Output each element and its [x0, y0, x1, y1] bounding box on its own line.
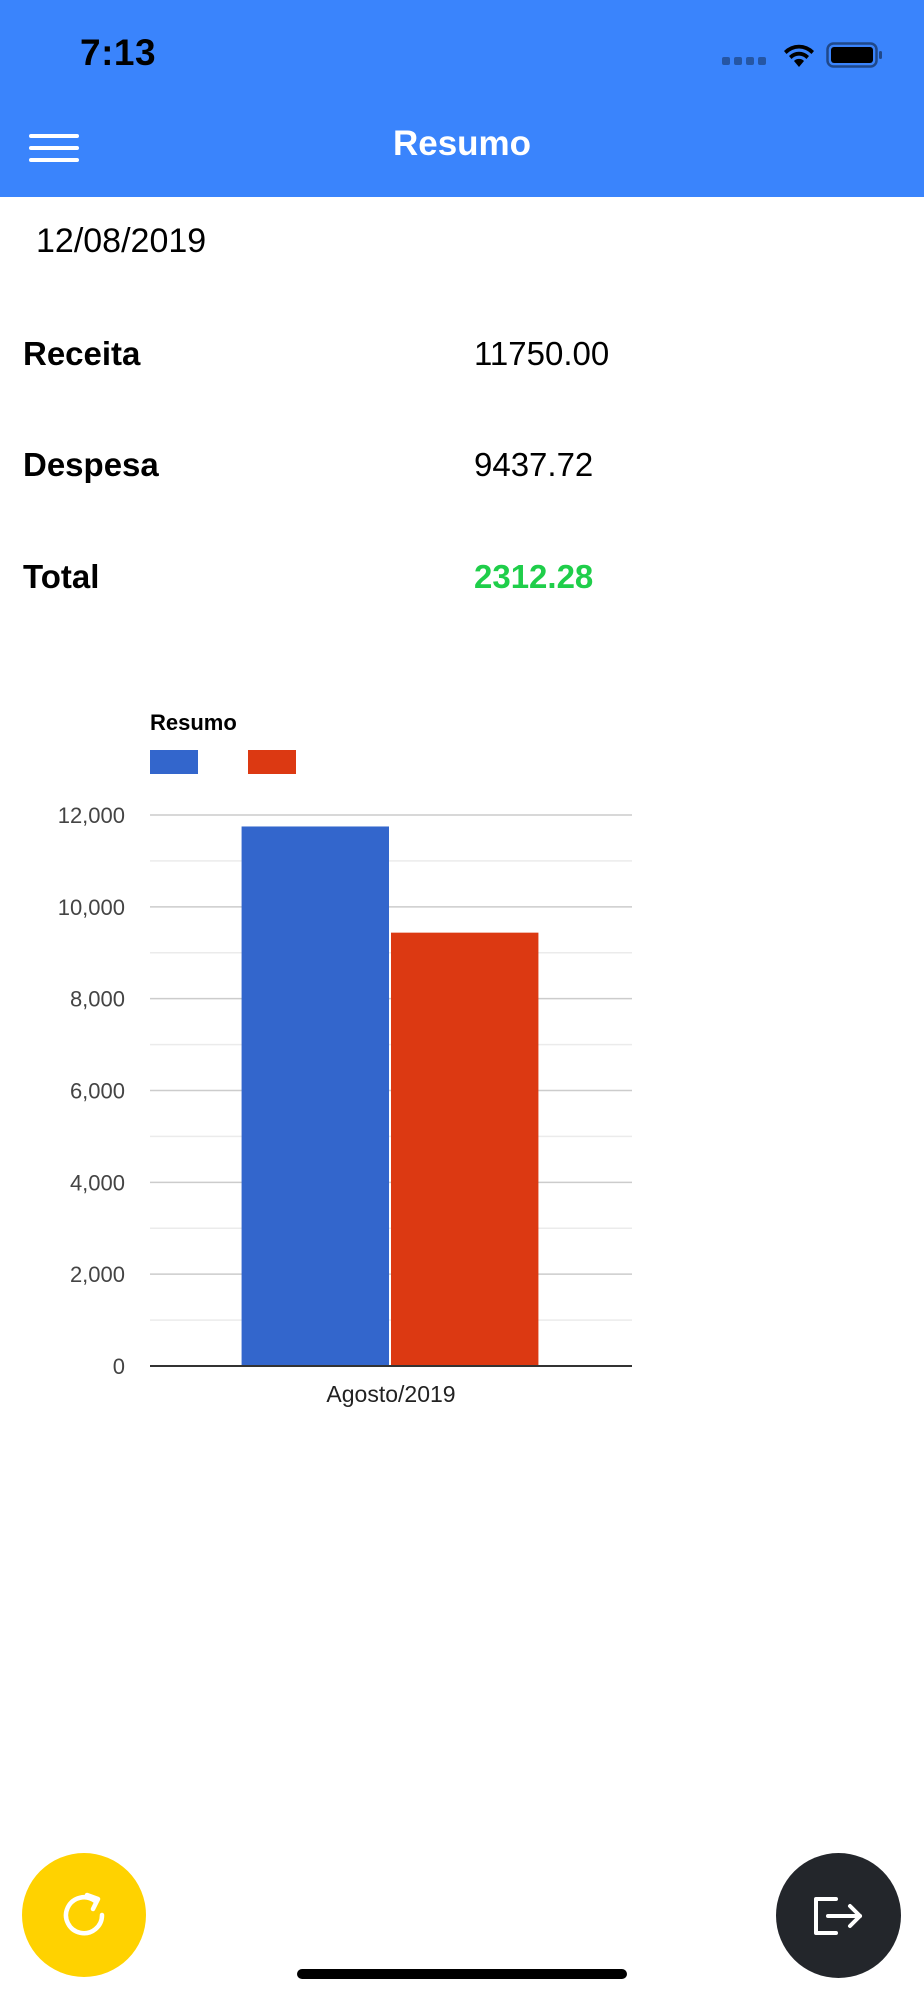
- total-label: Total: [23, 558, 100, 595]
- chart-legend: [150, 750, 296, 774]
- chart-bars: [150, 826, 632, 1367]
- legend-swatch-2: [248, 750, 296, 774]
- y-tick-label: 0: [113, 1354, 125, 1379]
- refresh-button[interactable]: [22, 1853, 146, 1977]
- bar-series-2: [391, 932, 539, 1366]
- battery-icon: [826, 42, 882, 68]
- refresh-icon: [63, 1892, 105, 1936]
- app-header: 7:13 Resumo: [0, 0, 924, 197]
- legend-swatch-1: [150, 750, 198, 774]
- bar-series-1: [241, 826, 389, 1366]
- y-tick-label: 6,000: [70, 1079, 125, 1104]
- chart-y-axis: 0 2,000 4,000 6,000 8,000 10,000 12,000: [58, 803, 125, 1379]
- menu-button[interactable]: [26, 128, 82, 168]
- y-tick-label: 10,000: [58, 895, 125, 920]
- y-tick-label: 12,000: [58, 803, 125, 828]
- hamburger-line: [29, 134, 79, 138]
- wifi-icon: [784, 44, 814, 67]
- y-tick-label: 8,000: [70, 987, 125, 1012]
- chart-x-axis: Agosto/2019: [326, 1381, 455, 1407]
- logout-button[interactable]: [776, 1853, 901, 1978]
- page-title: Resumo: [392, 124, 532, 163]
- summary-bar-chart: Resumo 0 2,000 4,000 6,000 8,000 10,000 12,000…: [58, 710, 632, 1407]
- home-indicator: [297, 1969, 627, 1979]
- y-tick-label: 4,000: [70, 1170, 125, 1195]
- x-tick-label: Agosto/2019: [326, 1381, 455, 1407]
- y-tick-label: 2,000: [70, 1262, 125, 1287]
- receita-value: 11750.00: [474, 335, 610, 372]
- summary-date: 12/08/2019: [36, 222, 207, 260]
- logout-icon: [813, 1896, 862, 1935]
- hamburger-line: [29, 146, 79, 150]
- total-value: 2312.28: [474, 558, 594, 595]
- chart-grid: [150, 814, 632, 1321]
- hamburger-line: [29, 158, 79, 162]
- receita-label: Receita: [23, 335, 141, 372]
- despesa-value: 9437.72: [474, 446, 594, 483]
- status-icons: [722, 38, 884, 72]
- chart-title: Resumo: [150, 710, 237, 735]
- status-time: 7:13: [80, 32, 157, 73]
- despesa-label: Despesa: [23, 446, 159, 483]
- cellular-signal-icon: [722, 45, 766, 65]
